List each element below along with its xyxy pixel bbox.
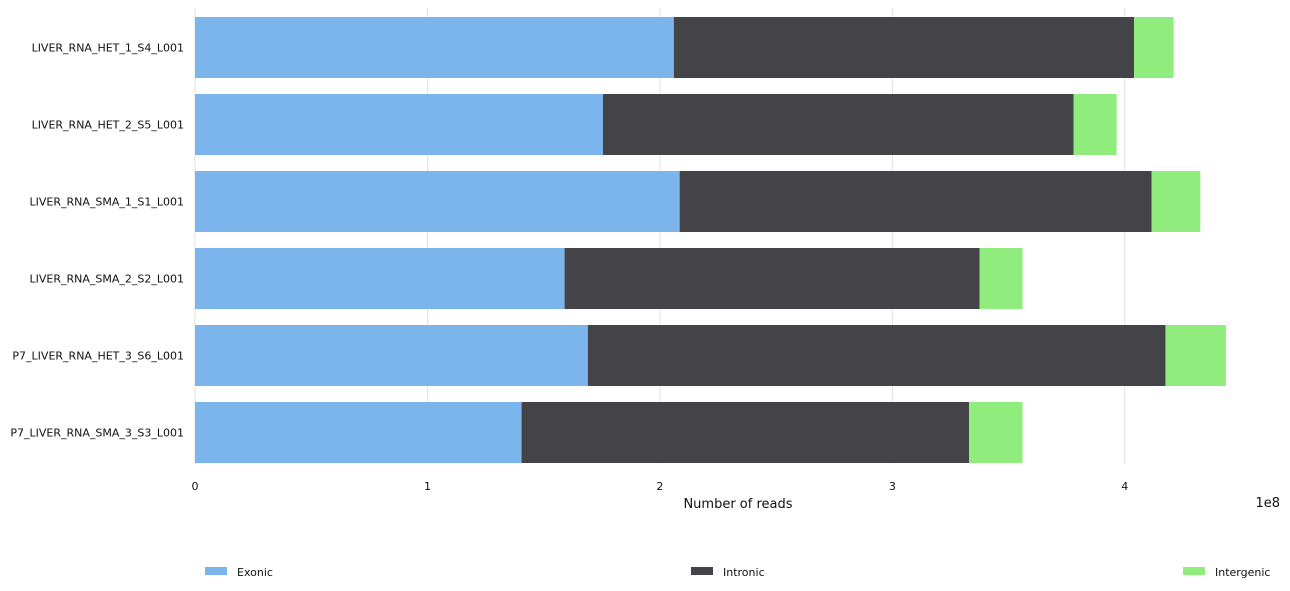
x-axis-offset-label: 1e8 — [1255, 496, 1280, 511]
bar-segment-exonic — [195, 402, 522, 463]
legend-swatch — [205, 567, 227, 575]
bar-segment-intergenic — [1151, 171, 1201, 232]
legend-item-intronic[interactable]: Intronic — [691, 566, 765, 579]
category-label: LIVER_RNA_HET_2_S5_L001 — [32, 119, 184, 132]
bar-segment-intergenic — [1073, 94, 1117, 155]
bar-segment-intronic — [679, 171, 1152, 232]
bar-segment-intronic — [564, 248, 980, 309]
bar-segment-exonic — [195, 248, 565, 309]
category-label: LIVER_RNA_HET_1_S4_L001 — [32, 42, 184, 55]
bar-segment-intronic — [587, 325, 1166, 386]
legend-swatch — [1183, 567, 1205, 575]
bar-segment-exonic — [195, 94, 603, 155]
bar-segment-intergenic — [1134, 17, 1174, 78]
x-tick-labels: 0 1 2 3 4 — [192, 480, 1129, 493]
legend-label: Exonic — [237, 566, 273, 579]
gridlines — [194, 8, 1126, 464]
category-label: P7_LIVER_RNA_HET_3_S6_L001 — [12, 350, 184, 363]
bar-segment-intronic — [673, 17, 1135, 78]
legend-item-exonic[interactable]: Exonic — [205, 566, 273, 579]
x-tick-label: 0 — [192, 480, 199, 493]
bar-segment-intergenic — [969, 402, 1023, 463]
legend-item-intergenic[interactable]: Intergenic — [1183, 566, 1270, 579]
bar-segment-intergenic — [979, 248, 1023, 309]
legend-swatch — [691, 567, 713, 575]
bar-segment-intronic — [521, 402, 970, 463]
x-axis-title: Number of reads — [683, 497, 792, 512]
x-tick-label: 3 — [889, 480, 896, 493]
bar-segment-intronic — [602, 94, 1074, 155]
bar-segment-intergenic — [1165, 325, 1226, 386]
bars — [195, 17, 1226, 463]
x-tick-label: 1 — [424, 480, 431, 493]
category-label: LIVER_RNA_SMA_1_S1_L001 — [30, 196, 185, 209]
x-tick-label: 2 — [656, 480, 663, 493]
legend-label: Intergenic — [1215, 566, 1270, 579]
legend: Exonic Intronic Intergenic — [205, 566, 1270, 579]
category-label: LIVER_RNA_SMA_2_S2_L001 — [30, 273, 185, 286]
legend-label: Intronic — [723, 566, 765, 579]
bar-segment-exonic — [195, 17, 674, 78]
bar-segment-exonic — [195, 325, 588, 386]
category-labels: LIVER_RNA_HET_1_S4_L001 LIVER_RNA_HET_2_S… — [10, 42, 184, 440]
x-tick-label: 4 — [1121, 480, 1128, 493]
bar-segment-exonic — [195, 171, 680, 232]
category-label: P7_LIVER_RNA_SMA_3_S3_L001 — [10, 427, 184, 440]
